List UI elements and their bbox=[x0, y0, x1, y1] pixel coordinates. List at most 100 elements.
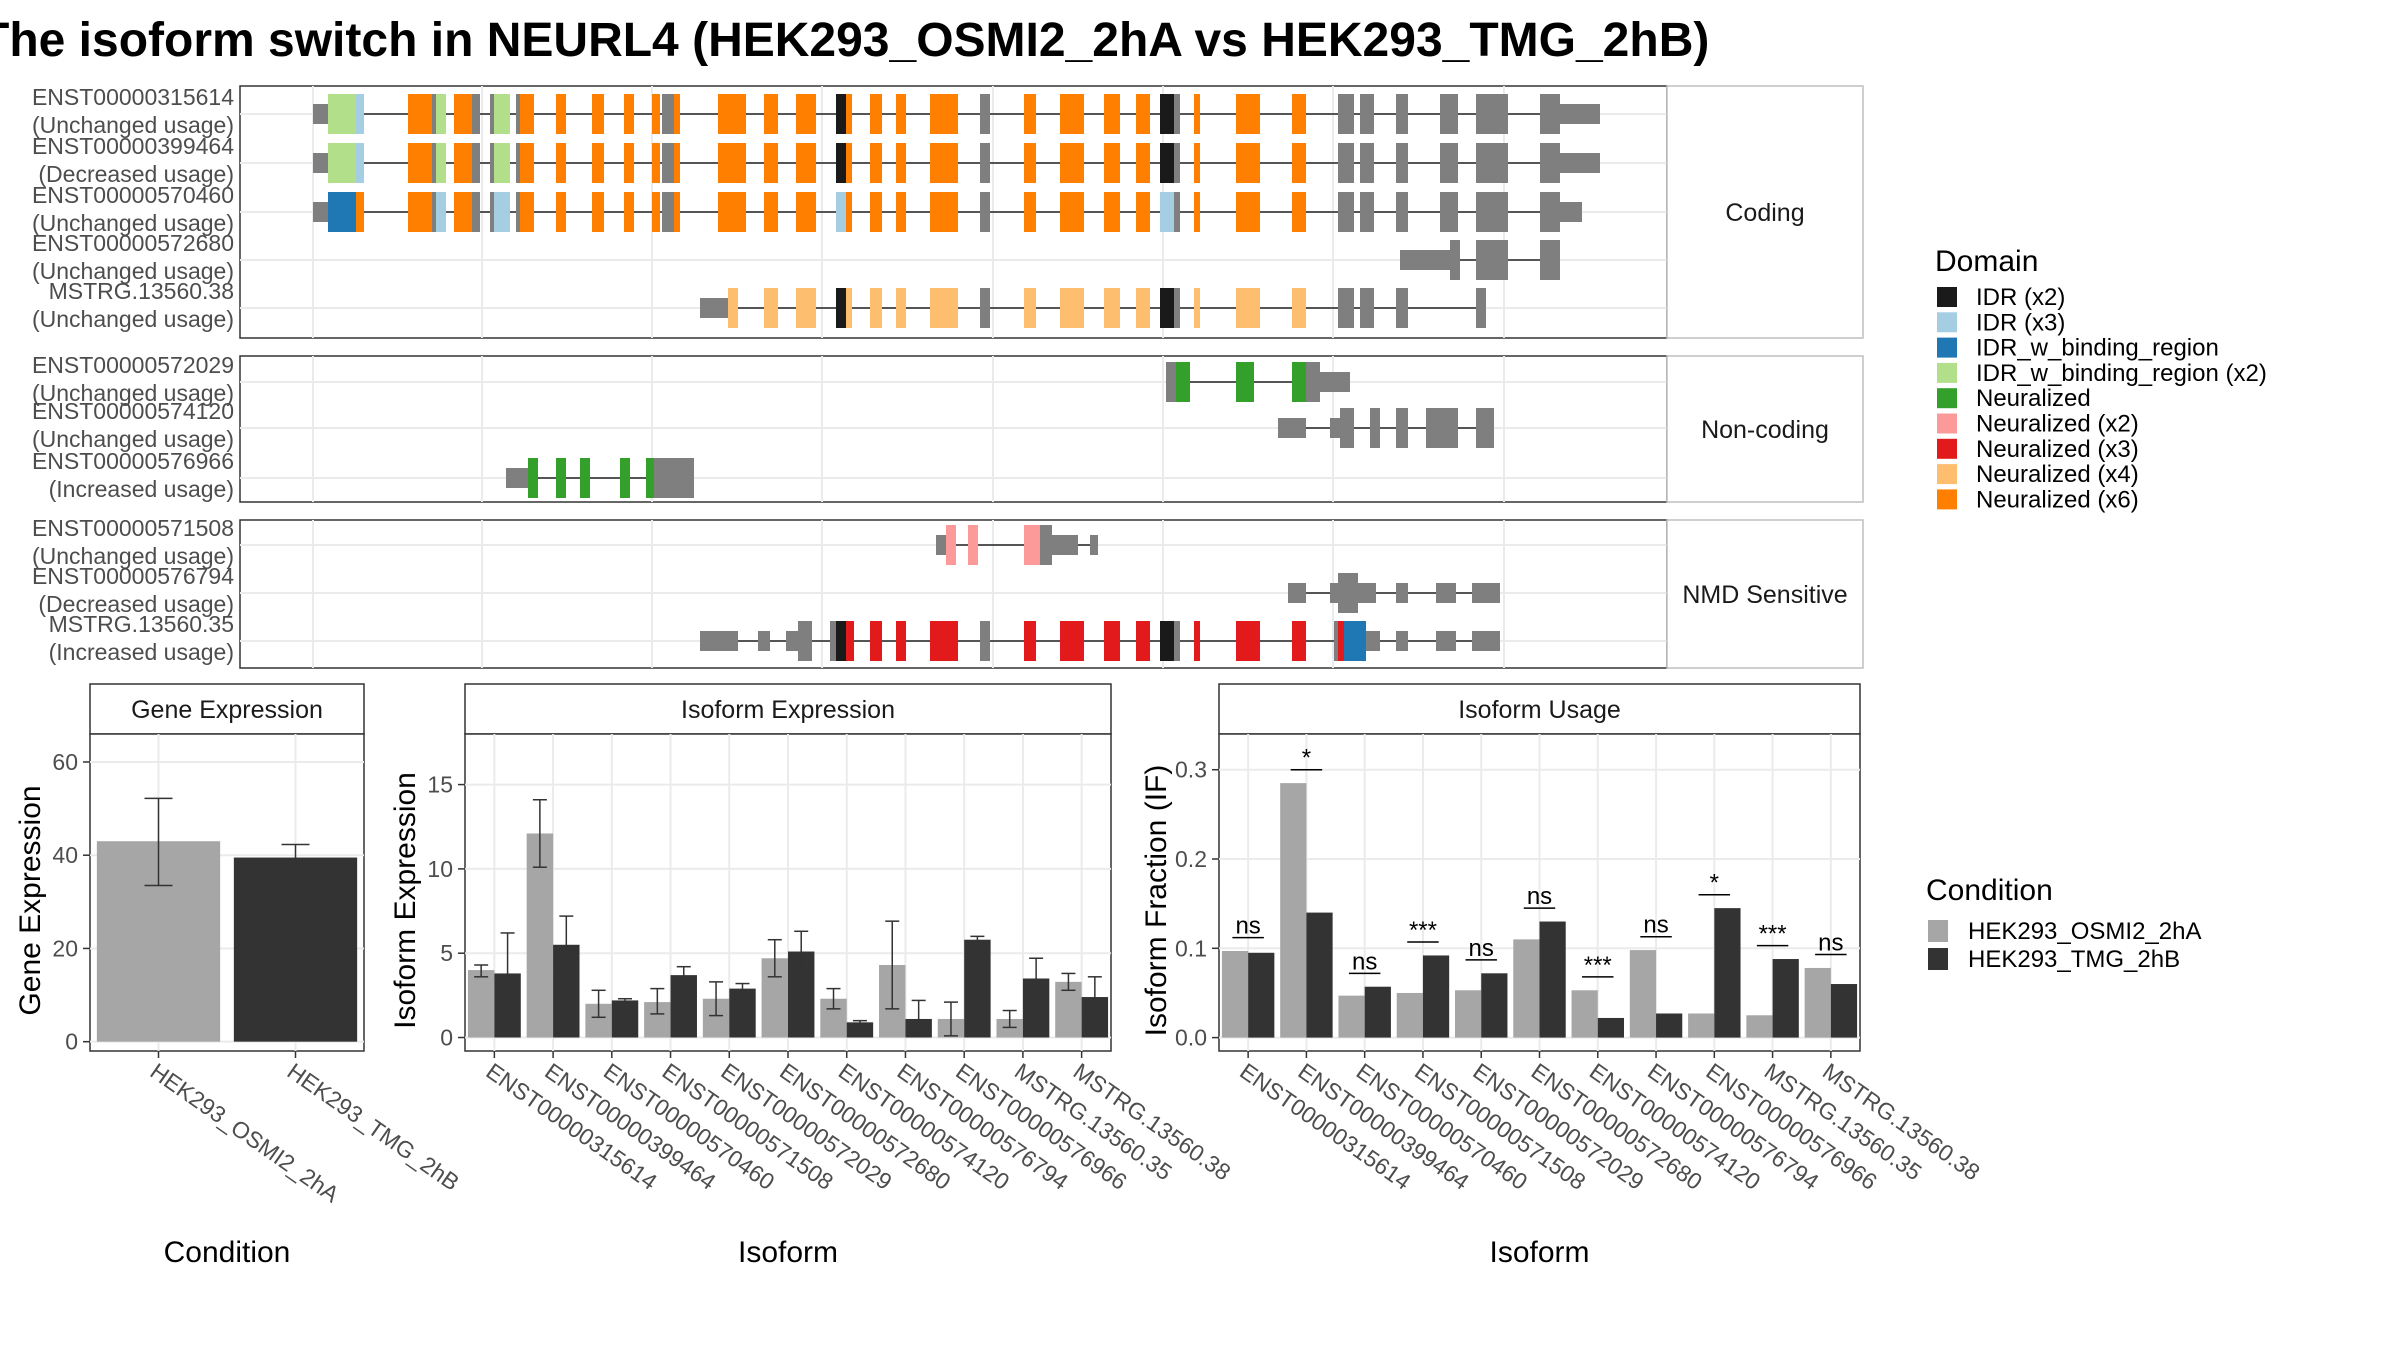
condition-legend-label: HEK293_OSMI2_2hA bbox=[1968, 918, 2201, 945]
transcript-exon bbox=[1136, 94, 1150, 134]
significance-label: * bbox=[1302, 745, 1311, 772]
structure-strip-1 bbox=[1666, 355, 1864, 503]
transcript-usage-label: (Unchanged usage) bbox=[32, 258, 234, 284]
transcript-exon bbox=[490, 94, 494, 134]
transcript-id-label: ENST00000571508 bbox=[32, 515, 234, 541]
isoform-bar bbox=[1338, 995, 1365, 1038]
transcript-exon bbox=[846, 143, 852, 183]
y-tick-label: 60 bbox=[52, 749, 78, 775]
transcript-exon bbox=[1136, 192, 1150, 232]
transcript-exon bbox=[1340, 408, 1354, 448]
transcript-exon bbox=[1194, 288, 1200, 328]
transcript-exon bbox=[662, 192, 674, 232]
transcript-exon bbox=[432, 143, 436, 183]
significance-label: ns bbox=[1469, 935, 1494, 962]
transcript-exon bbox=[432, 94, 436, 134]
transcript-exon bbox=[1426, 408, 1458, 448]
domain-legend-title: Domain bbox=[1935, 245, 2038, 278]
transcript-exon bbox=[1338, 192, 1354, 232]
transcript-exon bbox=[764, 288, 778, 328]
transcript-exon bbox=[454, 94, 472, 134]
transcript-exon bbox=[516, 192, 520, 232]
transcript-id-label: ENST00000572680 bbox=[32, 230, 234, 256]
transcript-exon bbox=[1338, 621, 1344, 661]
transcript-exon bbox=[328, 192, 356, 232]
y-tick-label: 0 bbox=[440, 1025, 453, 1051]
transcript-exon bbox=[1174, 621, 1180, 661]
isoform-bar bbox=[467, 970, 495, 1038]
transcript-exon bbox=[520, 192, 534, 232]
transcript-exon bbox=[494, 143, 510, 183]
transcript-usage-label: (Unchanged usage) bbox=[32, 306, 234, 332]
transcript-exon bbox=[764, 94, 778, 134]
transcript-exon bbox=[1236, 143, 1260, 183]
transcript-exon bbox=[1330, 583, 1338, 603]
significance-label: ns bbox=[1235, 913, 1260, 940]
transcript-exon bbox=[1560, 104, 1600, 124]
transcript-usage-label: (Increased usage) bbox=[49, 476, 234, 502]
transcript-exon bbox=[313, 104, 328, 124]
isoform-bar bbox=[964, 939, 991, 1038]
transcript-exon bbox=[980, 143, 990, 183]
transcript-exon bbox=[408, 192, 432, 232]
transcript-exon bbox=[1040, 525, 1052, 565]
significance-label: ns bbox=[1818, 930, 1843, 957]
transcript-exon bbox=[980, 621, 990, 661]
transcript-exon bbox=[592, 192, 604, 232]
transcript-exon bbox=[1370, 408, 1380, 448]
transcript-exon bbox=[1344, 621, 1366, 661]
transcript-exon bbox=[1160, 143, 1174, 183]
transcript-exon bbox=[1060, 94, 1084, 134]
transcript-exon bbox=[980, 192, 990, 232]
transcript-exon bbox=[1160, 288, 1174, 328]
transcript-exon bbox=[946, 525, 956, 565]
transcript-exon bbox=[436, 143, 446, 183]
transcript-exon bbox=[896, 621, 906, 661]
domain-legend-swatch bbox=[1937, 438, 1957, 459]
significance-label: ns bbox=[1352, 948, 1377, 975]
isoform-bar bbox=[1539, 921, 1566, 1038]
transcript-exon bbox=[718, 94, 746, 134]
transcript-exon bbox=[1236, 94, 1260, 134]
transcript-exon bbox=[592, 143, 604, 183]
transcript-exon bbox=[1360, 94, 1374, 134]
domain-legend-label: IDR_w_binding_region (x2) bbox=[1976, 360, 2267, 387]
domain-legend-label: IDR_w_binding_region bbox=[1976, 335, 2219, 362]
domain-legend-label: IDR (x2) bbox=[1976, 284, 2065, 311]
transcript-exon bbox=[454, 143, 472, 183]
transcript-exon bbox=[1560, 153, 1600, 173]
isoform-bar bbox=[1280, 783, 1307, 1038]
isoform-bar bbox=[996, 1018, 1023, 1038]
transcript-exon bbox=[472, 192, 480, 232]
transcript-exon bbox=[490, 143, 494, 183]
significance-label: *** bbox=[1584, 952, 1612, 979]
domain-legend-swatch bbox=[1937, 362, 1957, 383]
transcript-exon bbox=[896, 94, 906, 134]
transcript-exon bbox=[1360, 143, 1374, 183]
domain-legend-swatch bbox=[1937, 287, 1957, 307]
y-tick-label: 10 bbox=[427, 856, 453, 882]
transcript-exon bbox=[1194, 94, 1200, 134]
transcript-exon bbox=[846, 94, 852, 134]
transcript-exon bbox=[1194, 143, 1200, 183]
bar-chart-strip bbox=[464, 683, 1112, 735]
transcript-exon bbox=[1236, 362, 1254, 402]
transcript-exon bbox=[1024, 143, 1036, 183]
transcript-exon bbox=[1560, 202, 1582, 222]
y-tick-label: 40 bbox=[52, 842, 78, 868]
isoform-bar bbox=[1772, 959, 1799, 1038]
transcript-exon bbox=[1476, 288, 1486, 328]
transcript-exon bbox=[1396, 583, 1408, 603]
significance-label: ns bbox=[1643, 912, 1668, 939]
transcript-id-label: ENST00000576966 bbox=[32, 448, 234, 474]
transcript-exon bbox=[1160, 192, 1174, 232]
significance-label: ns bbox=[1527, 883, 1552, 910]
transcript-exon bbox=[796, 94, 816, 134]
transcript-exon bbox=[556, 94, 566, 134]
transcript-exon bbox=[718, 192, 746, 232]
transcript-exon bbox=[1440, 143, 1458, 183]
transcript-exon bbox=[796, 288, 816, 328]
transcript-exon bbox=[1540, 192, 1560, 232]
